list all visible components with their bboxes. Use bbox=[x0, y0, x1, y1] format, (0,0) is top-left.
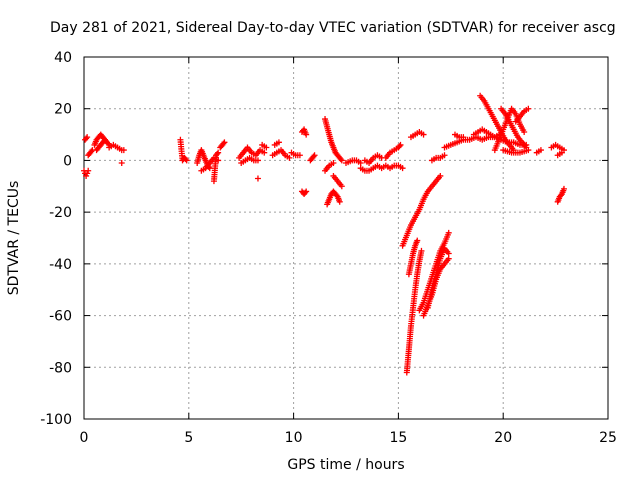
data-point bbox=[418, 247, 425, 254]
data-point-interp bbox=[337, 156, 344, 163]
data-point-interp bbox=[557, 192, 564, 199]
data-point-interp bbox=[302, 189, 309, 196]
data-point bbox=[525, 147, 532, 154]
grid-lines bbox=[84, 57, 608, 419]
data-point bbox=[118, 160, 125, 167]
y-tick-label: -60 bbox=[49, 309, 72, 325]
data-point bbox=[120, 147, 127, 154]
x-tick-label: 0 bbox=[80, 430, 89, 446]
chart-title: Day 281 of 2021, Sidereal Day-to-day VTE… bbox=[50, 20, 616, 36]
data-point bbox=[286, 154, 293, 161]
data-point-interp bbox=[88, 148, 95, 155]
data-point bbox=[84, 134, 91, 141]
data-point bbox=[336, 198, 343, 205]
x-tick-label: 10 bbox=[285, 430, 303, 446]
plot-frame bbox=[83, 56, 609, 420]
data-point bbox=[221, 139, 228, 146]
data-point-interp bbox=[214, 150, 221, 157]
data-point bbox=[303, 188, 310, 195]
data-point bbox=[338, 183, 345, 190]
x-tick-label: 5 bbox=[184, 430, 193, 446]
data-point bbox=[311, 152, 318, 159]
data-point-interp bbox=[220, 140, 227, 147]
data-point bbox=[437, 172, 444, 179]
data-point bbox=[460, 134, 467, 141]
data-point-interp bbox=[83, 135, 90, 142]
x-tick-label: 15 bbox=[389, 430, 407, 446]
data-point bbox=[560, 185, 567, 192]
data-point bbox=[445, 250, 452, 257]
data-point bbox=[85, 167, 92, 174]
y-tick-label: 40 bbox=[54, 50, 72, 66]
y-tick-label: 0 bbox=[63, 153, 72, 169]
data-point bbox=[303, 131, 310, 138]
data-point bbox=[338, 157, 345, 164]
data-point bbox=[183, 157, 190, 164]
data-point bbox=[521, 128, 528, 135]
data-point bbox=[420, 131, 427, 138]
data-point bbox=[414, 237, 421, 244]
data-point bbox=[263, 144, 270, 151]
y-axis-label: SDTVAR / TECUs bbox=[6, 181, 22, 296]
data-point bbox=[537, 147, 544, 154]
y-tick-label: -20 bbox=[49, 205, 72, 221]
data-point bbox=[558, 149, 565, 156]
data-point-interp bbox=[396, 143, 403, 150]
data-point bbox=[215, 149, 222, 156]
data-point bbox=[397, 141, 404, 148]
y-tick-label: -80 bbox=[49, 360, 72, 376]
x-axis-label: GPS time / hours bbox=[287, 457, 404, 473]
data-point-interp bbox=[100, 138, 107, 145]
data-point bbox=[525, 105, 532, 112]
x-tick-label: 25 bbox=[599, 430, 617, 446]
data-point bbox=[101, 136, 108, 143]
data-point bbox=[399, 165, 406, 172]
data-point bbox=[445, 255, 452, 262]
data-point bbox=[445, 229, 452, 236]
data-point bbox=[330, 160, 337, 167]
data-point-interp bbox=[105, 140, 112, 147]
data-point bbox=[275, 139, 282, 146]
y-tick-label: -100 bbox=[40, 412, 72, 428]
y-tick-label: 20 bbox=[54, 102, 72, 118]
data-points bbox=[81, 92, 567, 376]
data-point bbox=[296, 152, 303, 159]
y-tick-label: -40 bbox=[49, 257, 72, 273]
data-point bbox=[254, 175, 261, 182]
x-tick-label: 20 bbox=[494, 430, 512, 446]
data-point-interp bbox=[333, 192, 340, 199]
data-point-interp bbox=[182, 156, 189, 163]
data-point bbox=[357, 160, 364, 167]
data-point bbox=[441, 152, 448, 159]
data-point bbox=[254, 157, 261, 164]
axis-ticks: 0 5 10 15 20 25 -100 -80 -60 -40 -20 0 20 40 bbox=[40, 50, 617, 446]
data-point bbox=[261, 149, 268, 156]
data-point-interp bbox=[310, 153, 317, 160]
